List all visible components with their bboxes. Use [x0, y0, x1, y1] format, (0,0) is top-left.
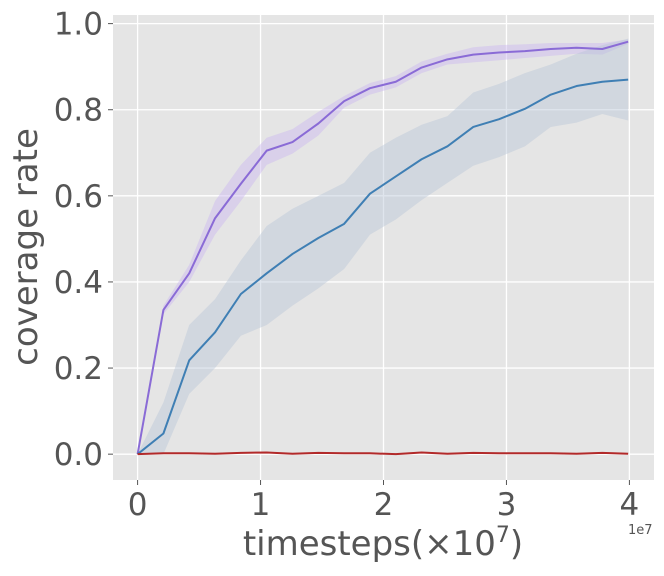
gridlines — [113, 15, 654, 480]
x-tick-label: 1 — [251, 487, 271, 523]
y-tick-label: 0.6 — [54, 179, 103, 215]
series-line-3 — [137, 451, 629, 456]
x-tick-label: 3 — [497, 487, 517, 523]
series-line-2 — [136, 78, 629, 455]
x-offset-text: 1e7 — [628, 523, 653, 538]
x-tick-label: 4 — [620, 487, 640, 523]
x-axis-label-close: ) — [510, 524, 523, 564]
y-tick-label: 0.8 — [54, 93, 103, 129]
y-tick-label: 0.4 — [54, 265, 103, 301]
x-axis-label-main: timesteps(×10 — [243, 524, 496, 564]
x-axis-label: timesteps(×107) — [243, 523, 523, 564]
y-tick-label: 0.2 — [54, 351, 103, 387]
y-axis-label: coverage rate — [6, 128, 46, 366]
x-axis-ticks: 0 1 2 3 4 — [128, 480, 640, 523]
y-tick-label: 0.0 — [54, 437, 103, 473]
x-tick-label: 2 — [374, 487, 394, 523]
series-line-1 — [136, 40, 629, 455]
y-tick-label: 1.0 — [54, 7, 103, 43]
x-tick-label: 0 — [128, 487, 148, 523]
x-axis-label-exponent: 7 — [496, 523, 510, 548]
series-band-2 — [137, 38, 629, 455]
series-lines — [136, 40, 629, 456]
y-axis-ticks: 0.0 0.2 0.4 0.6 0.8 1.0 — [54, 7, 113, 473]
